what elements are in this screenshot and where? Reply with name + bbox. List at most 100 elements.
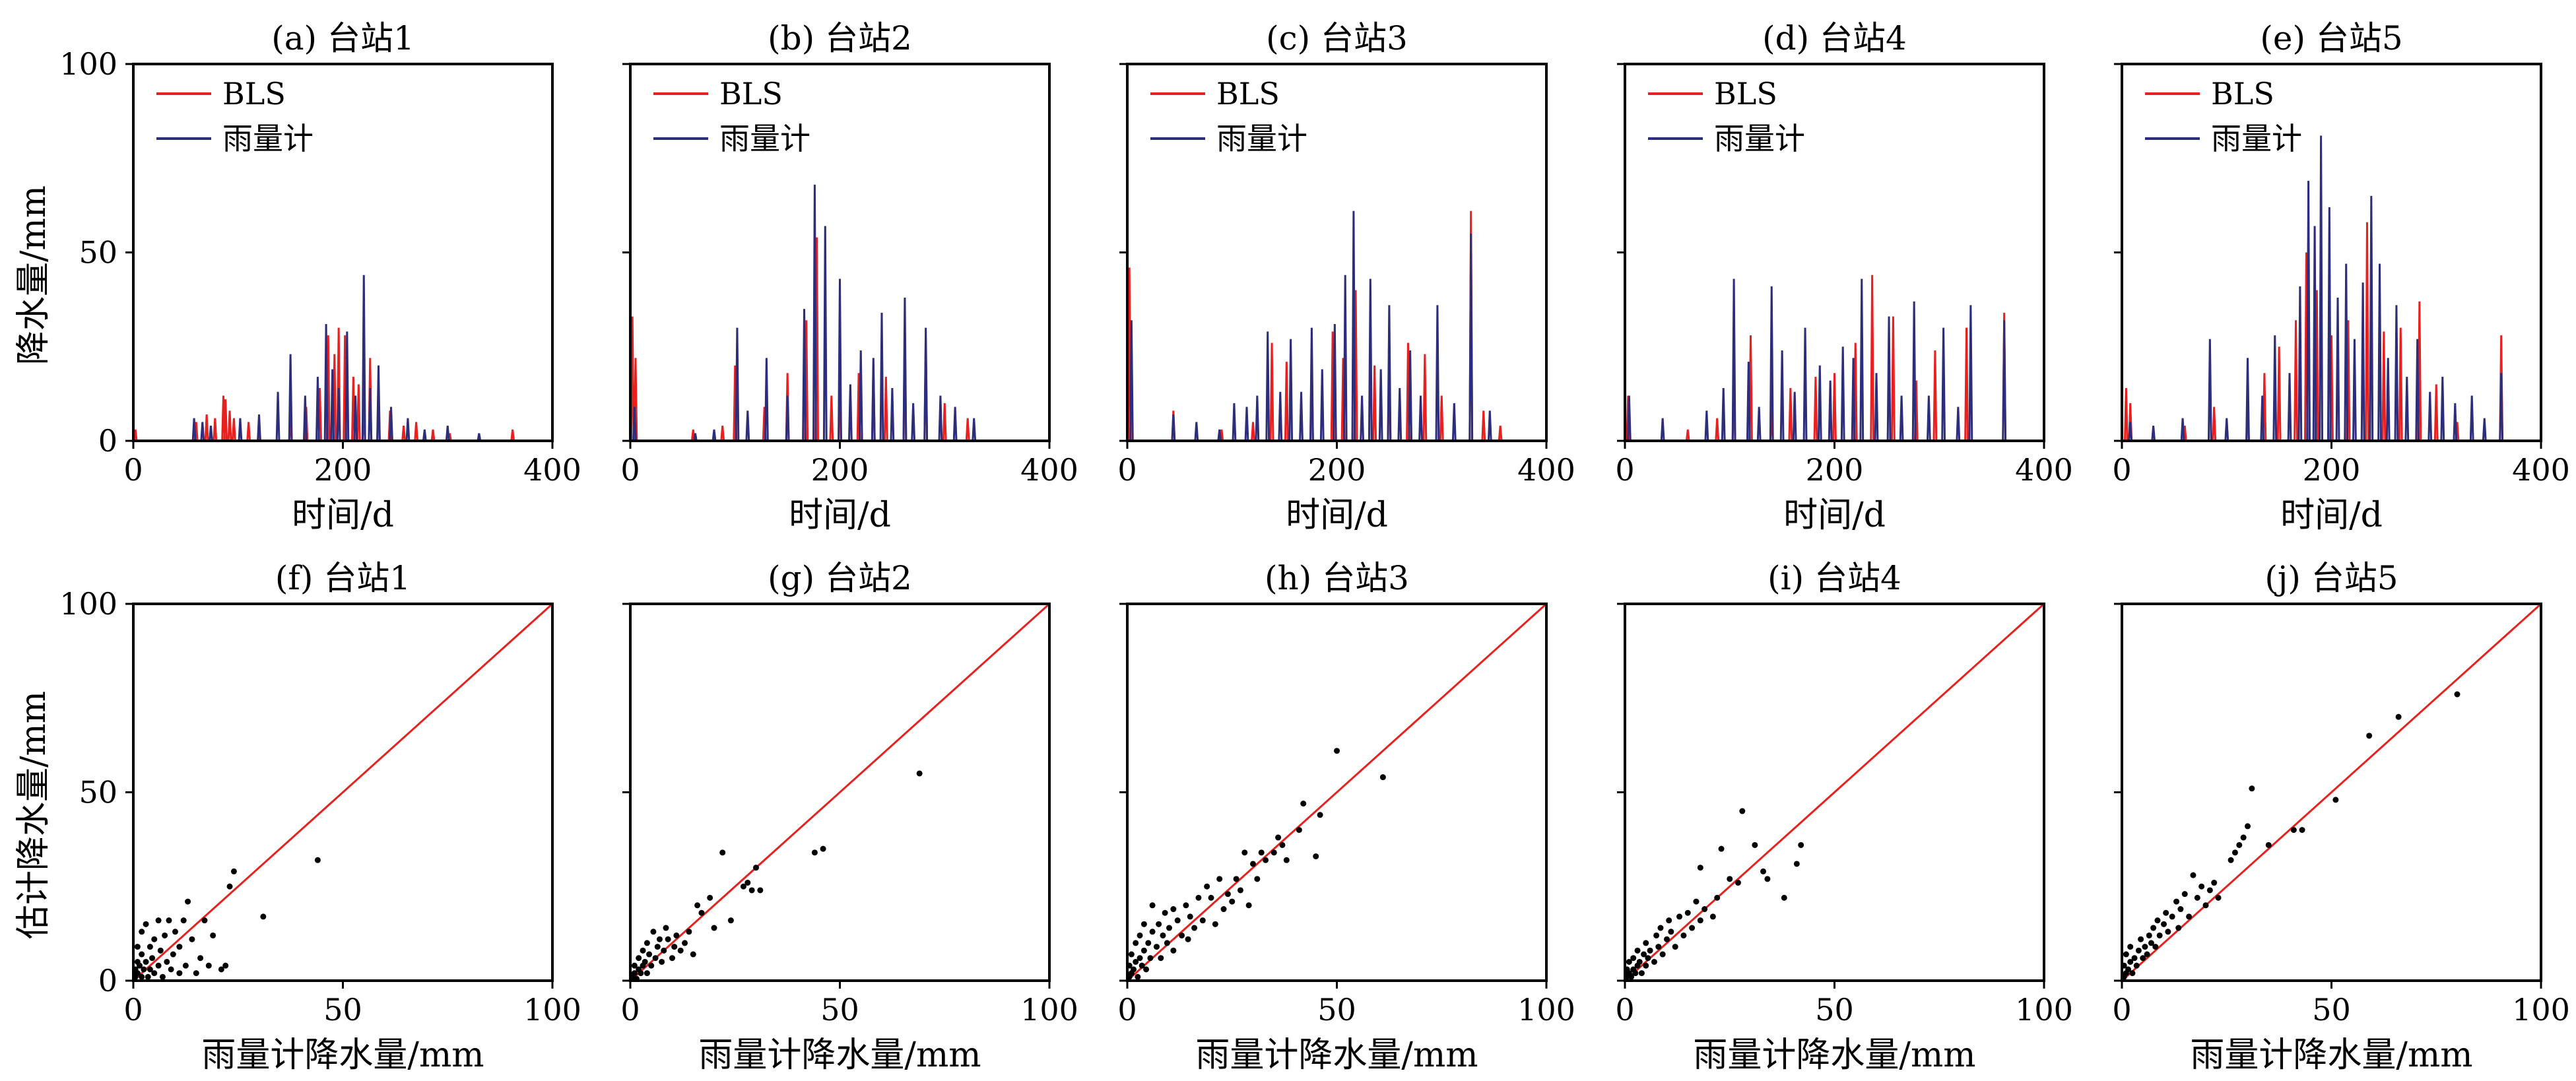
x-axis-label: 雨量计降水量/mm [1693, 1035, 1975, 1075]
panel-title: (h) 台站3 [1265, 559, 1409, 597]
data-point [166, 917, 172, 924]
data-point [172, 929, 178, 935]
data-point [648, 962, 655, 969]
data-point [164, 958, 170, 965]
data-point [1137, 932, 1143, 938]
scatter-points [1624, 808, 1804, 980]
chart-panel-2: (b) 台站2 BLS 雨量计 0 200 400 时间/d [620, 19, 1078, 535]
data-point [260, 913, 267, 920]
x-tick-label: 0 [620, 452, 640, 488]
panel-title: (c) 台站3 [1266, 19, 1408, 57]
data-point [665, 936, 671, 942]
data-point [638, 970, 644, 977]
x-tick-label: 200 [1308, 452, 1366, 488]
chart-panel-4: (d) 台站4 BLS 雨量计 0 200 400 时间/d [1615, 19, 2073, 535]
x-tick-label: 0 [620, 992, 640, 1028]
data-point [176, 944, 183, 950]
data-point [145, 973, 151, 980]
data-point [1727, 876, 1733, 882]
data-point [218, 966, 224, 973]
data-point [2133, 962, 2140, 969]
data-point [642, 958, 648, 965]
y-tick-label: 0 [98, 963, 117, 999]
data-point [1798, 841, 1804, 848]
chart-panel-6: (f) 台站1 0 50 100 0 50 100 雨量计降水量/mm [59, 559, 581, 1075]
data-point [820, 845, 826, 852]
data-point [1170, 906, 1177, 913]
data-point [1140, 921, 1147, 927]
data-point [1279, 841, 1286, 848]
data-point [748, 887, 755, 894]
data-point [2127, 944, 2134, 950]
data-point [176, 970, 183, 977]
data-point [719, 849, 726, 856]
data-point [2150, 925, 2157, 931]
data-point [656, 936, 663, 942]
data-point [1199, 917, 1206, 924]
x-axis-label: 雨量计降水量/mm [698, 1035, 981, 1075]
data-point [139, 951, 145, 958]
x-tick-label: 100 [523, 992, 581, 1028]
data-point [1250, 861, 1256, 867]
data-point [2245, 823, 2251, 830]
data-point [1160, 932, 1166, 938]
series-rain-gauge [133, 275, 482, 442]
data-point [644, 940, 650, 946]
data-point [1647, 947, 1653, 954]
data-point [2236, 841, 2243, 848]
data-point [1204, 883, 1210, 890]
x-tick-label: 0 [123, 992, 143, 1028]
scatter-points [2121, 691, 2460, 980]
data-point [644, 970, 650, 977]
data-point [1626, 958, 1632, 965]
legend-label: 雨量计 [2211, 121, 2302, 156]
chart-panel-9: (i) 台站4 0 50 100 雨量计降水量/mm [1615, 559, 2073, 1075]
legend-label: BLS [222, 76, 286, 112]
x-tick-label: 200 [2303, 452, 2361, 488]
data-point [1666, 917, 1672, 924]
x-tick-label: 400 [1020, 452, 1078, 488]
data-point [811, 849, 818, 856]
x-tick-label: 0 [1117, 992, 1137, 1028]
data-point [1241, 849, 1248, 856]
data-point [147, 944, 153, 950]
data-point [1220, 906, 1227, 913]
data-point [147, 966, 153, 973]
data-point [2194, 894, 2200, 901]
data-point [1135, 973, 1141, 980]
data-point [740, 883, 746, 890]
data-point [1145, 940, 1152, 946]
data-point [1641, 951, 1647, 958]
data-point [2138, 936, 2144, 942]
data-point [1653, 932, 1660, 938]
data-point [1179, 932, 1185, 938]
one-to-one-line [1624, 603, 2045, 982]
panel-title: (f) 台站1 [275, 559, 411, 597]
data-point [1300, 801, 1307, 807]
data-point [1672, 944, 1678, 950]
data-point [2175, 925, 2182, 931]
data-point [2215, 894, 2222, 901]
data-point [1164, 940, 1170, 946]
data-point [1149, 902, 1156, 909]
chart-panel-10: (j) 台站5 0 50 100 雨量计降水量/mm [2112, 559, 2570, 1075]
data-point [2148, 940, 2154, 946]
data-point [1634, 947, 1641, 954]
data-point [139, 973, 145, 980]
data-point [1643, 940, 1649, 946]
chart-panel-7: (g) 台站2 0 50 100 雨量计降水量/mm [620, 559, 1078, 1075]
panel-title: (b) 台站2 [768, 19, 912, 57]
series-rain-gauge [1127, 211, 1494, 442]
data-point [1697, 865, 1703, 871]
data-point [1709, 913, 1716, 920]
data-point [2146, 932, 2152, 938]
data-point [1764, 876, 1771, 882]
panel-title: (j) 台站5 [2264, 559, 2398, 597]
data-point [1645, 955, 1651, 962]
data-point [2366, 733, 2373, 739]
data-point [155, 917, 162, 924]
legend-label: 雨量计 [222, 121, 314, 156]
data-point [189, 936, 195, 942]
data-point [201, 917, 208, 924]
data-point [2299, 827, 2305, 834]
